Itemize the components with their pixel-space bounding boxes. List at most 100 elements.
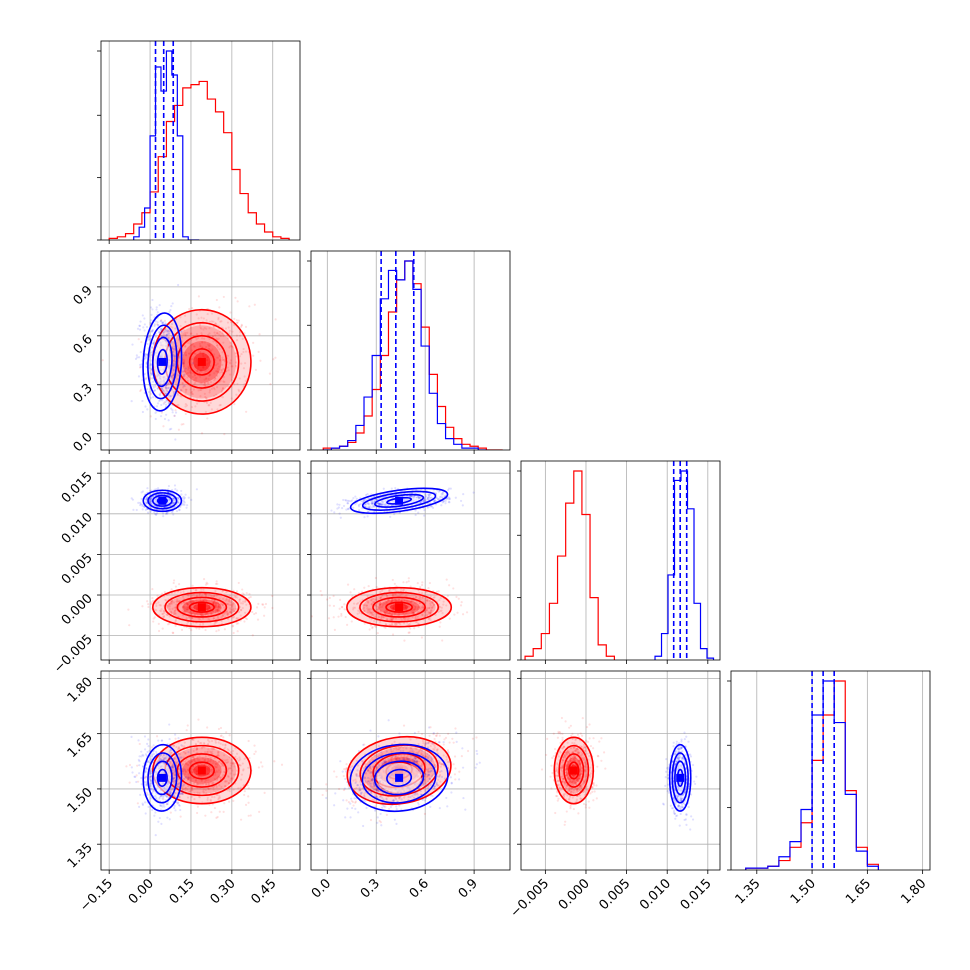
contour-line xyxy=(558,744,590,797)
contour-line xyxy=(151,760,173,796)
y-tick-label: 0.010 xyxy=(59,510,96,547)
scatter-blue xyxy=(130,484,198,518)
contour-line xyxy=(361,752,437,804)
panel-1-0: 0.0 0.3 0.6 0.9 xyxy=(71,250,301,455)
x-tick-label: 0.30 xyxy=(208,876,239,907)
x-tick-label: 1.35 xyxy=(733,876,764,907)
contour-line xyxy=(147,324,178,400)
x-tick-label: 0.015 xyxy=(678,876,715,913)
scatter-blue xyxy=(130,283,195,441)
contour-line xyxy=(671,752,689,804)
scatter-blue xyxy=(662,731,698,831)
panel-frame xyxy=(730,670,931,871)
x-tick-label: 0.45 xyxy=(248,876,279,907)
panel-3-3: 1.35 1.50 1.65 1.80 xyxy=(727,670,931,907)
x-tick-label: −0.15 xyxy=(77,876,116,915)
density-peak xyxy=(158,357,167,366)
x-tick-label: 0.9 xyxy=(456,876,481,901)
histogram-red xyxy=(524,470,616,660)
contour-line xyxy=(147,492,178,510)
y-tick-label: 1.50 xyxy=(65,785,96,816)
density-peak xyxy=(395,773,404,782)
density-peak xyxy=(676,773,685,782)
x-tick-label: 1.65 xyxy=(843,876,874,907)
contour-line xyxy=(142,312,183,412)
contour-line xyxy=(373,760,425,796)
x-tick-label: 0.005 xyxy=(596,876,633,913)
contour-line xyxy=(386,768,413,788)
histogram-red xyxy=(108,80,290,240)
density-peak xyxy=(197,766,206,775)
scatter-red xyxy=(311,576,469,642)
density-peak xyxy=(158,496,167,505)
contour-line xyxy=(346,586,453,628)
y-tick-label: 1.35 xyxy=(65,840,96,871)
x-tick-label: 1.80 xyxy=(898,876,929,907)
panel-1-1 xyxy=(307,250,511,454)
density-peak xyxy=(158,773,167,782)
y-tick-label: 0.3 xyxy=(71,381,96,406)
y-tick-label: 0.0 xyxy=(71,430,96,455)
y-tick-label: 0.005 xyxy=(59,551,96,588)
panel-frame xyxy=(100,670,301,871)
density-peak xyxy=(197,357,206,366)
panel-frame xyxy=(310,460,511,661)
contour-line xyxy=(176,596,228,618)
y-tick-label: 0.000 xyxy=(59,591,96,628)
scatter-blue xyxy=(130,723,190,837)
scatter-red xyxy=(125,718,284,821)
contour-line xyxy=(176,753,228,788)
panel-frame xyxy=(310,670,511,871)
y-tick-label: −0.005 xyxy=(51,632,96,677)
contour-line xyxy=(147,752,178,804)
y-tick-label: 1.65 xyxy=(65,730,96,761)
contour-line xyxy=(674,760,687,796)
panel-3-1: 0.0 0.3 0.6 0.9 xyxy=(307,670,511,901)
panel-frame xyxy=(520,460,721,661)
panel-frame xyxy=(100,460,301,661)
histogram-blue xyxy=(654,470,715,660)
contour-line xyxy=(349,743,449,813)
x-tick-label: 1.50 xyxy=(788,876,819,907)
density-peak xyxy=(395,603,404,612)
contour-line xyxy=(359,591,440,623)
contour-line xyxy=(151,586,252,628)
contour-line xyxy=(668,743,692,812)
panel-frame xyxy=(100,40,301,241)
x-tick-label: 0.00 xyxy=(126,876,157,907)
x-tick-label: 0.3 xyxy=(358,876,383,901)
x-tick-label: 0.15 xyxy=(167,876,198,907)
histogram-blue xyxy=(323,260,487,450)
contour-line xyxy=(151,494,173,507)
panel-2-1 xyxy=(307,460,511,664)
scatter-red xyxy=(127,578,274,637)
y-tick-label: 1.80 xyxy=(65,675,96,706)
panel-frame xyxy=(520,670,721,871)
x-tick-label: −0.005 xyxy=(508,876,553,921)
contour-line xyxy=(156,768,168,787)
x-tick-label: 0.000 xyxy=(556,876,593,913)
panel-frame xyxy=(310,250,511,451)
contour-line xyxy=(361,490,437,511)
panel-frame xyxy=(100,250,301,451)
contour-line xyxy=(563,753,585,788)
contour-line xyxy=(188,761,215,780)
contour-line xyxy=(374,493,425,508)
x-tick-label: 0.6 xyxy=(407,876,432,901)
contour-line xyxy=(142,489,183,513)
panel-2-2 xyxy=(517,460,721,664)
y-tick-label: 0.9 xyxy=(71,283,96,308)
scatter-blue xyxy=(311,486,475,519)
density-peak xyxy=(569,766,578,775)
scatter-red xyxy=(101,295,277,436)
y-tick-label: 0.015 xyxy=(59,469,96,506)
panel-3-2: −0.005 0.000 0.005 0.010 0.015 xyxy=(508,670,721,921)
contour-line xyxy=(553,736,595,805)
x-tick-label: 0.010 xyxy=(637,876,674,913)
contour-line xyxy=(346,735,452,806)
contour-line xyxy=(359,744,439,797)
panel-0-0 xyxy=(97,40,301,244)
contour-line xyxy=(151,736,252,805)
